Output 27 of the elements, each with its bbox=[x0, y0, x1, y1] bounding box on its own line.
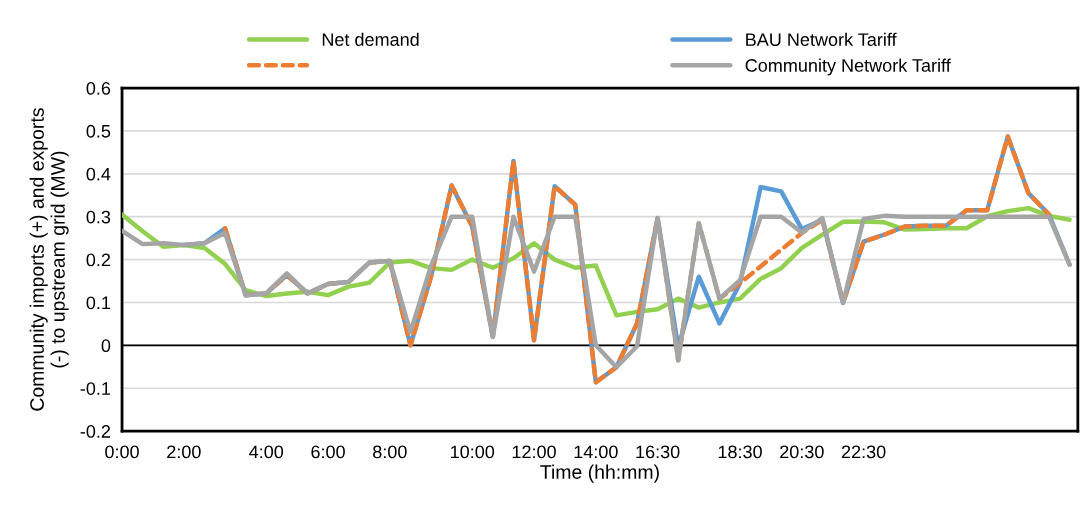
legend-label: BAU Network Tariff bbox=[746, 32, 897, 46]
legend-label: Community Network Tariff bbox=[745, 58, 951, 76]
x-tick-label: 2:00 bbox=[167, 445, 201, 459]
y-tick-label: 0.2 bbox=[86, 253, 111, 267]
x-tick-label: 8:00 bbox=[373, 445, 407, 459]
y-tick-label: 0.6 bbox=[86, 81, 111, 95]
x-tick-label: 4:00 bbox=[249, 445, 284, 459]
x-tick-label: 0:00 bbox=[105, 445, 139, 459]
x-tick-label: 22:30 bbox=[841, 445, 886, 459]
x-tick-label: 10:00 bbox=[451, 445, 495, 459]
y-tick-label: 0.4 bbox=[86, 167, 111, 181]
x-tick-label: 20:30 bbox=[780, 445, 824, 459]
x-axis-title: Time (hh:mm) bbox=[540, 464, 659, 483]
legend-label: Net demand bbox=[322, 32, 419, 46]
y-tick-label: 0.5 bbox=[86, 124, 111, 138]
y-tick-label: 0 bbox=[101, 339, 111, 353]
x-tick-label: 14:00 bbox=[574, 445, 618, 459]
y-tick-label: -0.2 bbox=[80, 425, 111, 438]
line-series bbox=[122, 213, 1072, 370]
x-tick-label: 6:00 bbox=[311, 445, 345, 459]
x-tick-label: 16:30 bbox=[636, 445, 680, 459]
x-tick-label: 12:00 bbox=[512, 445, 556, 459]
y-tick-label: 0.3 bbox=[86, 210, 111, 224]
x-tick-label: 18:30 bbox=[718, 445, 762, 459]
y-tick-label: -0.1 bbox=[80, 382, 111, 395]
y-axis-title: Community imports (+) and exports (-) to upstream grid (MW) bbox=[29, 108, 69, 411]
y-tick-label: 0.1 bbox=[86, 296, 111, 310]
